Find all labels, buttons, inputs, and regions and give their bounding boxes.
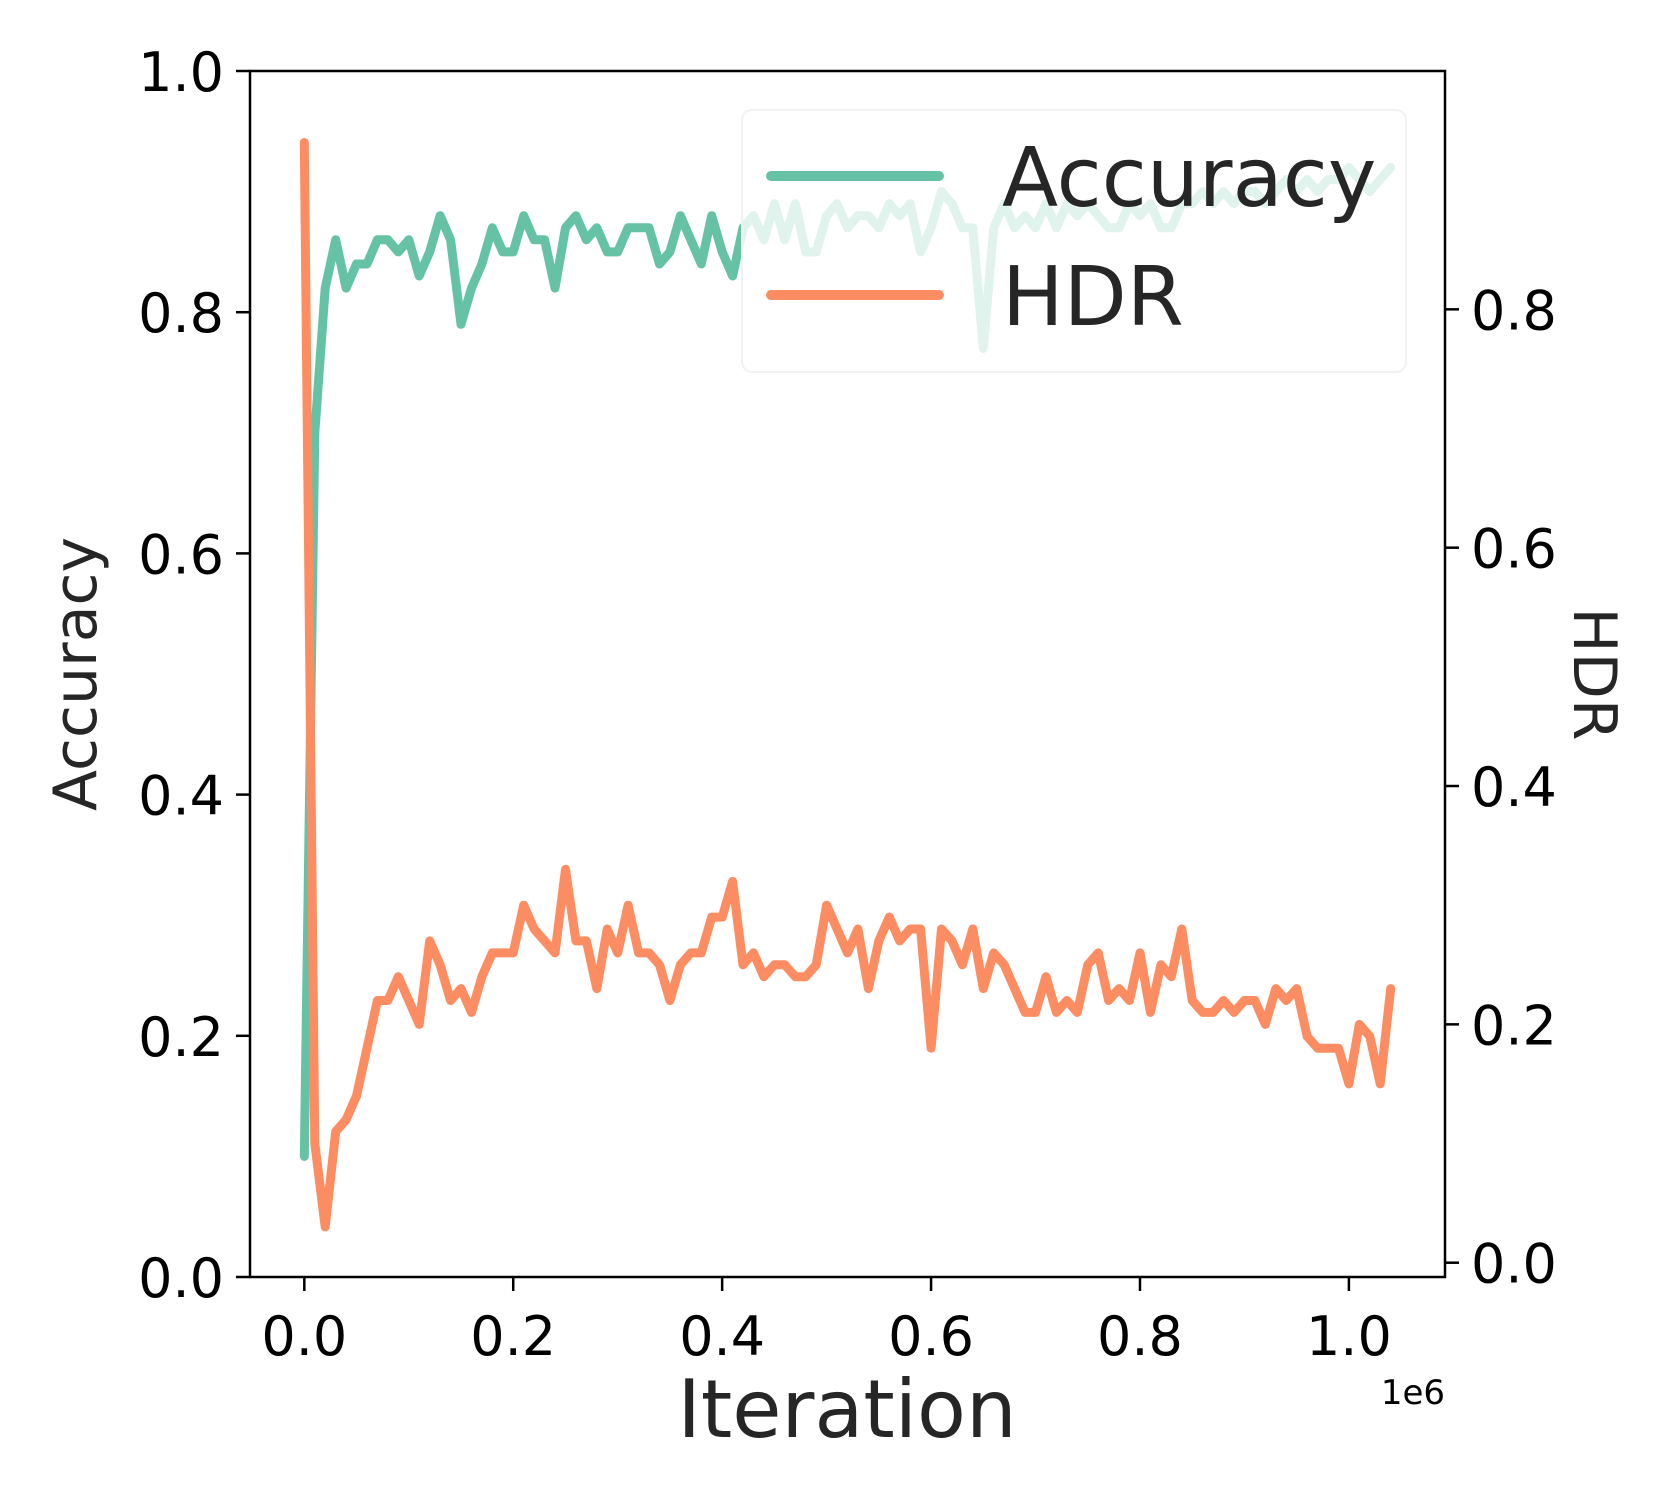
- y-left-tick-label: 0.0: [138, 1247, 224, 1310]
- series-line-hdr: [299, 138, 1396, 1232]
- x-tick-label: 0.0: [261, 1305, 347, 1368]
- legend-label-accuracy: Accuracy: [1002, 131, 1376, 226]
- y-left-tick-label: 0.2: [138, 1006, 224, 1069]
- legend-label-hdr: HDR: [1002, 250, 1184, 345]
- x-tick-label: 1.0: [1306, 1305, 1392, 1368]
- y-right-tick-label: 0.8: [1471, 279, 1557, 342]
- y-right-axis-ticks: 0.0 0.2 0.4 0.6 0.8: [1445, 279, 1557, 1296]
- y-left-axis-ticks: 0.0 0.2 0.4 0.6 0.8 1.0: [138, 41, 250, 1310]
- x-tick-label: 0.4: [679, 1305, 765, 1368]
- x-axis-title: Iteration: [677, 1363, 1016, 1456]
- y-right-tick-label: 0.0: [1471, 1233, 1557, 1296]
- legend: Accuracy HDR: [741, 109, 1407, 373]
- x-tick-label: 0.2: [470, 1305, 556, 1368]
- y-left-tick-label: 0.4: [138, 765, 224, 828]
- y-left-tick-label: 1.0: [138, 41, 224, 104]
- y-right-axis-title: HDR: [1559, 607, 1629, 740]
- y-right-tick-label: 0.6: [1471, 518, 1557, 581]
- y-left-tick-label: 0.6: [138, 523, 224, 586]
- y-left-axis-title: Accuracy: [41, 537, 111, 811]
- y-right-tick-label: 0.2: [1471, 994, 1557, 1057]
- x-tick-label: 0.6: [888, 1305, 974, 1368]
- axes-frame: [248, 69, 1447, 1279]
- x-tick-label: 0.8: [1097, 1305, 1183, 1368]
- x-axis-ticks: 0.0 0.2 0.4 0.6 0.8 1.0: [261, 1277, 1392, 1368]
- y-left-tick-label: 0.8: [138, 282, 224, 345]
- y-right-tick-label: 0.4: [1471, 756, 1557, 819]
- x-axis-offset-label: 1e6: [1381, 1373, 1445, 1413]
